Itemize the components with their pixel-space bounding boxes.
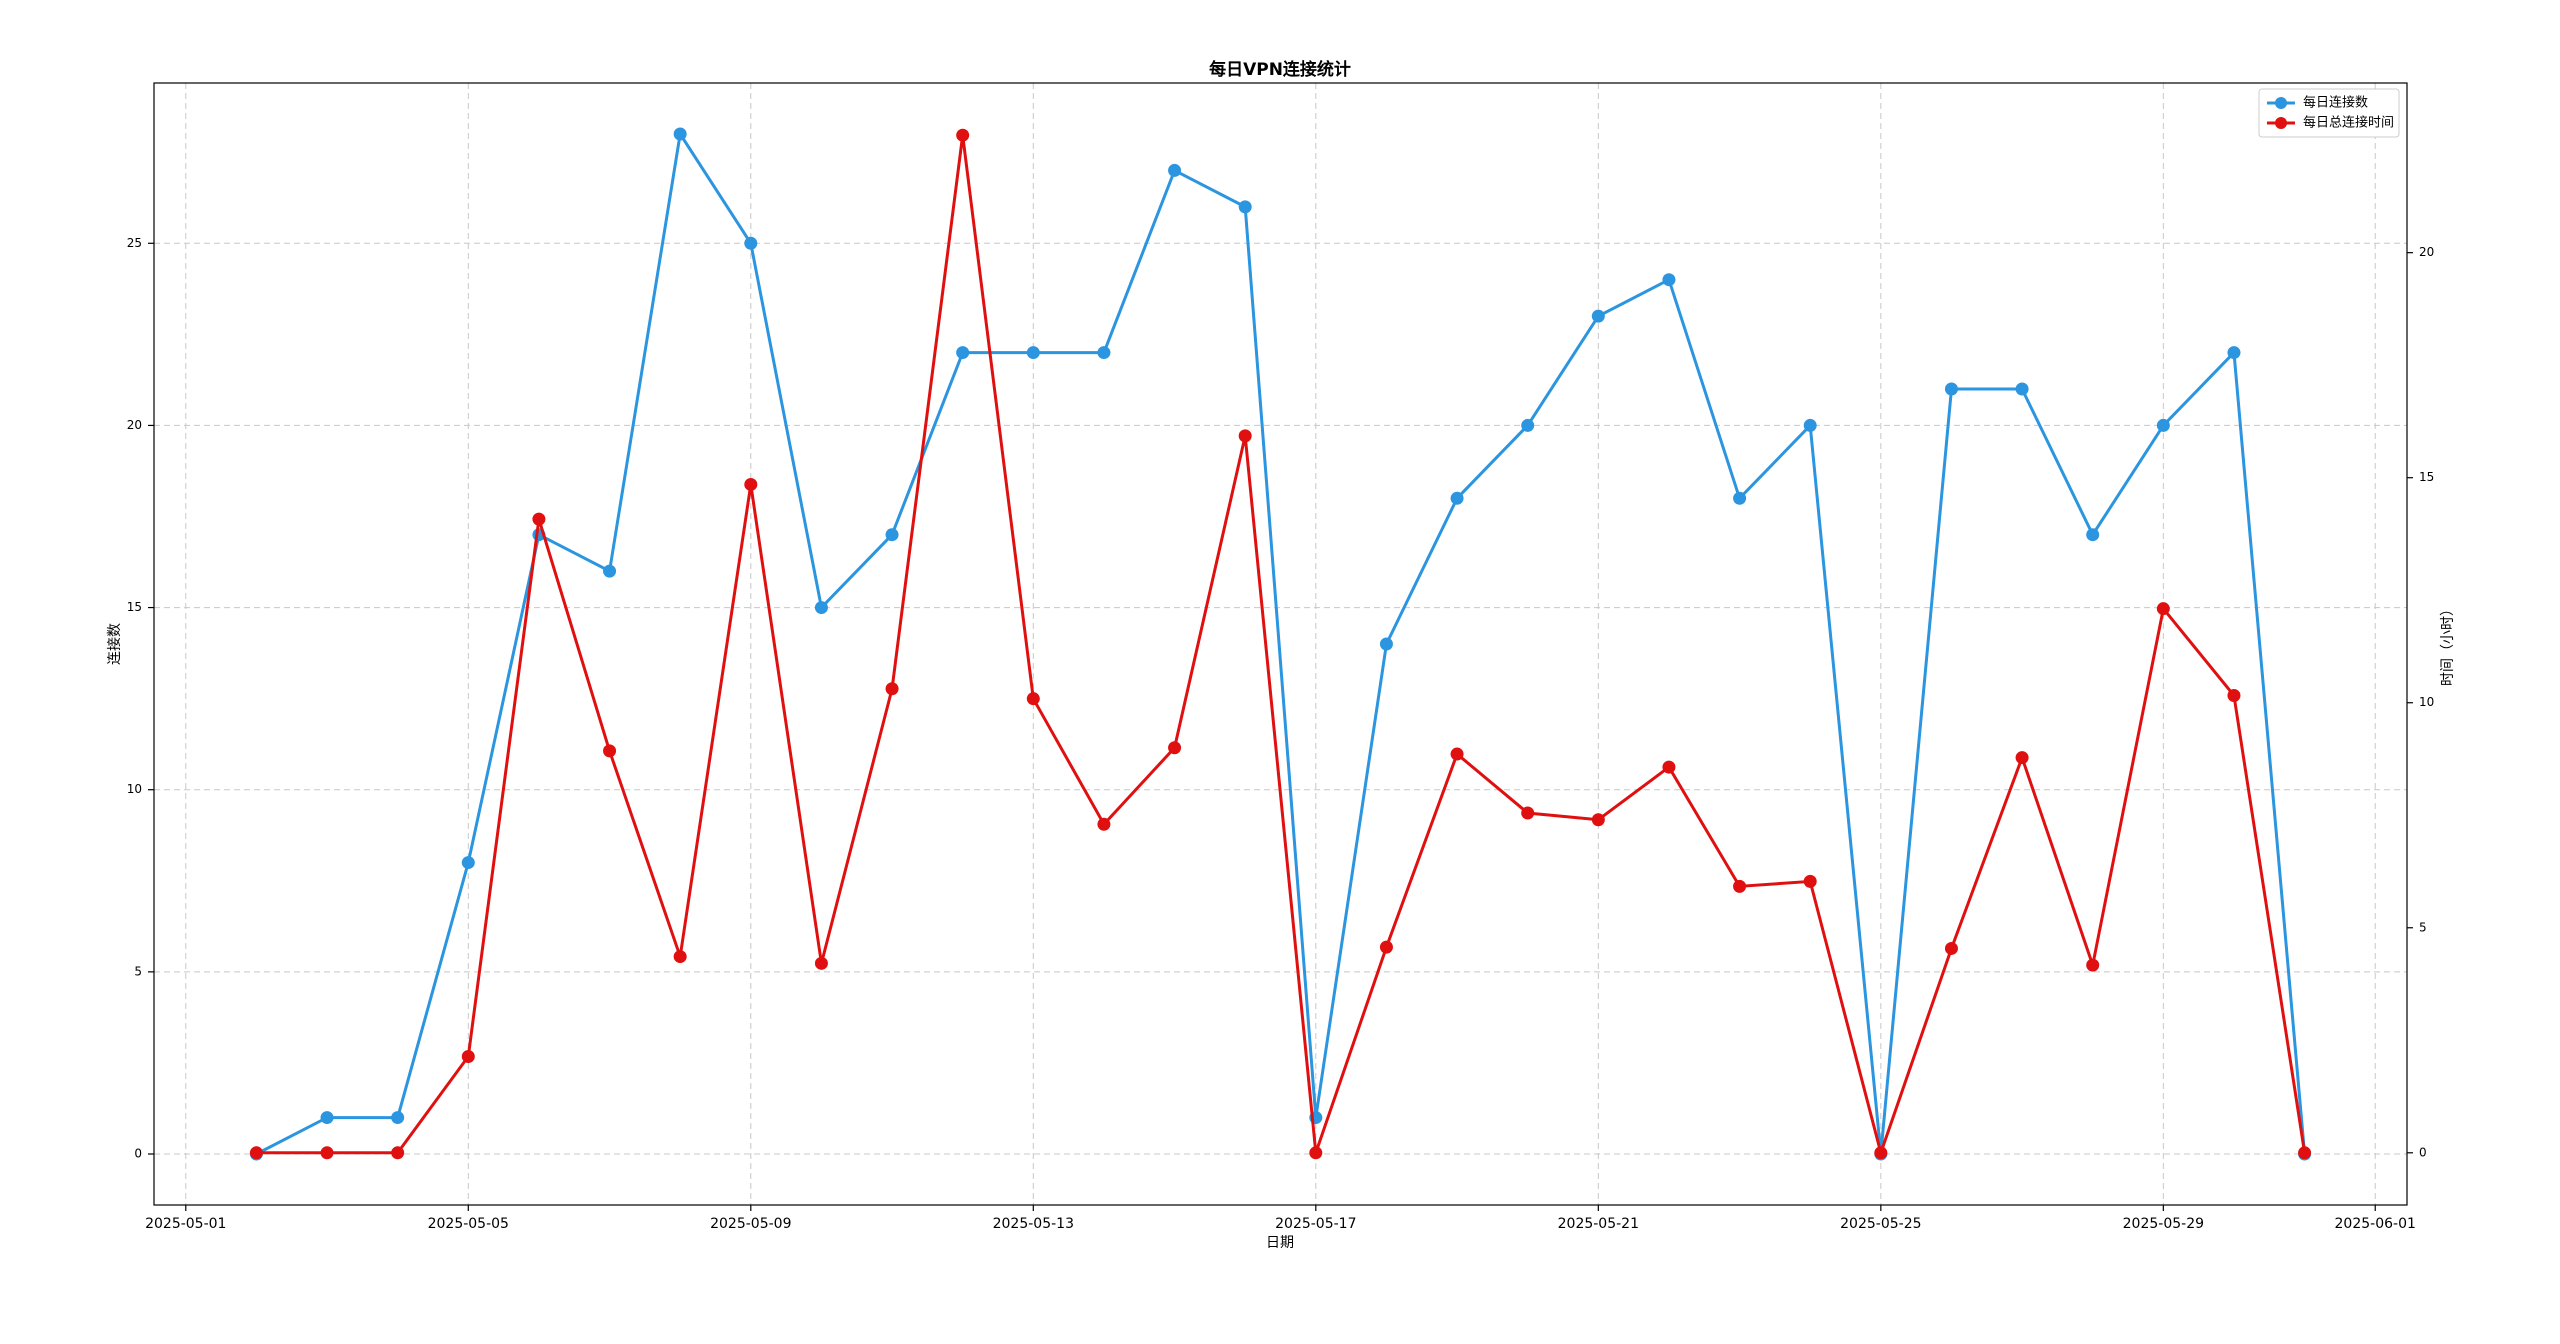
- point: [1450, 491, 1464, 505]
- point: [1591, 813, 1605, 827]
- x-tick-label: 2025-05-13: [993, 1216, 1074, 1232]
- point: [320, 1146, 334, 1160]
- x-axis-label: 日期: [1266, 1235, 1294, 1251]
- point: [1168, 163, 1182, 177]
- y-axis-label: 连接数: [106, 623, 123, 665]
- point: [2227, 689, 2241, 703]
- point: [1803, 418, 1817, 432]
- point: [1733, 491, 1747, 505]
- point: [956, 128, 970, 142]
- y2-axis-label: 时间（小时）: [2440, 602, 2456, 686]
- point: [1944, 382, 1958, 396]
- point: [2086, 958, 2100, 972]
- point: [2015, 382, 2029, 396]
- point: [1238, 200, 1252, 214]
- point: [2015, 751, 2029, 765]
- point: [2156, 418, 2170, 432]
- point: [1591, 309, 1605, 323]
- y-tick-label: 5: [134, 964, 142, 978]
- x-tick-label: 2025-05-29: [2123, 1216, 2204, 1232]
- y2-tick-label: 0: [2419, 1145, 2427, 1159]
- point: [2298, 1146, 2312, 1160]
- point: [1733, 879, 1747, 893]
- point: [1521, 806, 1535, 820]
- legend-label: 每日总连接时间: [2303, 115, 2394, 131]
- point: [1944, 941, 1958, 955]
- plot-frame: [153, 82, 2408, 1206]
- point: [1309, 1146, 1323, 1160]
- point: [744, 477, 758, 491]
- point: [1026, 346, 1040, 360]
- point: [673, 950, 687, 964]
- y-tick-label: 0: [134, 1147, 142, 1161]
- point: [1450, 747, 1464, 761]
- point: [391, 1111, 405, 1125]
- point: [320, 1111, 334, 1125]
- point: [2086, 528, 2100, 542]
- y-tick-label: 25: [127, 236, 142, 250]
- point: [1168, 741, 1182, 755]
- point: [1662, 273, 1676, 287]
- point: [1379, 940, 1393, 954]
- legend-marker: [2275, 117, 2287, 129]
- y2-tick-label: 15: [2419, 470, 2434, 484]
- legend-box: [2258, 88, 2400, 138]
- legend-label: 每日连接数: [2303, 95, 2368, 111]
- y2-tick-label: 10: [2419, 695, 2434, 709]
- point: [461, 856, 475, 870]
- point: [1097, 346, 1111, 360]
- point: [1097, 817, 1111, 831]
- point: [1803, 874, 1817, 888]
- point: [744, 236, 758, 250]
- point: [1238, 429, 1252, 443]
- series-line: [255, 129, 2307, 1156]
- point: [885, 528, 899, 542]
- x-tick-label: 2025-05-05: [428, 1216, 509, 1232]
- x-tick-label: 2025-05-17: [1275, 1216, 1356, 1232]
- point: [1521, 418, 1535, 432]
- point: [2227, 346, 2241, 360]
- point: [249, 1146, 263, 1160]
- y-tick-label: 20: [127, 418, 142, 432]
- legend-marker: [2275, 97, 2287, 109]
- point: [814, 956, 828, 970]
- x-tick-label: 2025-05-21: [1558, 1216, 1639, 1232]
- y2-tick-label: 5: [2419, 920, 2427, 934]
- x-tick-label: 2025-05-25: [1840, 1216, 1921, 1232]
- point: [532, 512, 546, 526]
- point: [603, 744, 617, 758]
- x-tick-label: 2025-05-01: [145, 1216, 226, 1232]
- x-tick-label: 2025-05-09: [710, 1216, 791, 1232]
- point: [956, 346, 970, 360]
- point: [885, 682, 899, 696]
- y2-tick-label: 20: [2419, 245, 2434, 259]
- y-tick-label: 15: [127, 600, 142, 614]
- point: [673, 127, 687, 141]
- series-line: [256, 135, 2307, 1158]
- point: [814, 601, 828, 615]
- point: [2156, 602, 2170, 616]
- x-tick-label: 2025-06-01: [2335, 1216, 2416, 1232]
- point: [461, 1049, 475, 1063]
- point: [1874, 1146, 1888, 1160]
- chart-title: 每日VPN连接统计: [1209, 59, 1351, 80]
- point: [391, 1146, 405, 1160]
- y-tick-label: 10: [127, 782, 142, 796]
- point: [603, 564, 617, 578]
- point: [1662, 760, 1676, 774]
- point: [1379, 637, 1393, 651]
- point: [1026, 692, 1040, 706]
